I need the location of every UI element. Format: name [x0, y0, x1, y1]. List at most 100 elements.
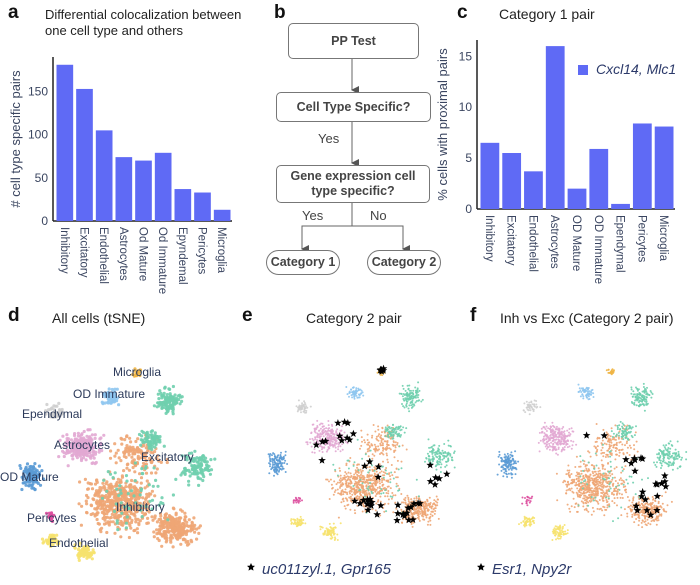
- tsne-point-inhibitory: [580, 478, 583, 481]
- tsne-point-inhibitory: [579, 485, 582, 488]
- tsne-point-inhibitory: [133, 498, 137, 502]
- bar-ependymal: [611, 203, 630, 209]
- tsne-point-inhibitory: [600, 459, 603, 462]
- tsne-point-inhibitory: [609, 474, 612, 477]
- tsne-point-inhibitory: [614, 450, 617, 452]
- tsne-point-inhibitory: [627, 506, 630, 509]
- tsne-point-inhibitory: [108, 507, 112, 511]
- tsne-point-inhibitory: [589, 473, 592, 476]
- tsne-point-inhibitory: [606, 449, 609, 452]
- tsne-point-inhibitory: [619, 477, 622, 480]
- bar-astrocytes: [115, 157, 133, 221]
- tsne-point-inhibitory: [664, 491, 667, 494]
- tsne-point-inhibitory: [631, 513, 634, 516]
- tsne-point-inhibitory: [171, 545, 175, 549]
- tsne-point-inhibitory: [595, 423, 598, 425]
- tsne-point-inhibitory: [108, 499, 112, 503]
- category-1-node: Category 1: [266, 250, 340, 275]
- tsne-point-excitatory: [645, 396, 648, 399]
- tsne-point-inhibitory: [600, 485, 603, 488]
- tsne-point-inhibitory: [134, 517, 138, 521]
- tsne-point-inhibitory: [156, 537, 160, 541]
- tsne-point-inhibitory: [601, 483, 604, 486]
- tsne-point-inhibitory: [644, 520, 647, 523]
- tsne-point-inhibitory: [192, 516, 196, 520]
- tsne-point-inhibitory: [598, 487, 601, 490]
- tsne-point-inhibitory: [599, 474, 602, 477]
- tsne-point-inhibitory: [616, 496, 619, 499]
- tsne-point-inhibitory: [146, 502, 150, 506]
- tsne-point-inhibitory: [120, 475, 125, 479]
- tsne-point-inhibitory: [189, 538, 193, 542]
- tsne-point-inhibitory: [127, 535, 131, 540]
- tsne-point-excitatory: [634, 396, 637, 399]
- tsne-point-inhibitory: [568, 487, 571, 490]
- tsne-point-inhibitory: [184, 540, 188, 544]
- tsne-point-inhibitory: [618, 479, 621, 481]
- tsne-point-inhibitory: [136, 505, 140, 509]
- tsne-point-inhibitory: [566, 503, 569, 506]
- tsne-point-inhibitory: [129, 496, 134, 500]
- tsne-point-inhibitory: [123, 493, 127, 497]
- tsne-point-inhibitory: [599, 479, 602, 481]
- tsne-point-inhibitory: [607, 462, 609, 465]
- tsne-point-inhibitory: [106, 510, 110, 514]
- tsne-point-inhibitory: [193, 523, 197, 528]
- tsne-point-inhibitory: [86, 481, 90, 485]
- tsne-point-inhibitory: [129, 440, 133, 444]
- tsne-point-inhibitory: [113, 495, 117, 499]
- tsne-point-inhibitory: [613, 467, 616, 470]
- tsne-point-inhibitory: [650, 503, 653, 506]
- tsne-point-inhibitory: [105, 530, 109, 535]
- tsne-point-inhibitory: [608, 443, 611, 446]
- gene-expression-box: Gene expression cell type specific?: [276, 165, 430, 203]
- panel-a-label: a: [8, 2, 19, 23]
- tsne-point-inhibitory: [661, 495, 664, 497]
- tsne-point-inhibitory: [613, 502, 616, 504]
- tsne-point-inhibitory: [633, 444, 635, 447]
- tsne-point-inhibitory: [576, 510, 578, 513]
- tsne-point-inhibitory: [597, 467, 600, 470]
- tsne-point-inhibitory: [601, 497, 604, 500]
- tsne-point-inhibitory: [101, 481, 105, 485]
- tsne-point-inhibitory: [613, 489, 616, 492]
- tsne-point-inhibitory: [580, 470, 583, 472]
- tsne-point-inhibitory: [565, 489, 568, 492]
- tsne-point-inhibitory: [586, 497, 589, 500]
- bar-inhibitory: [480, 142, 500, 209]
- tsne-point-inhibitory: [98, 486, 102, 490]
- tsne-point-inhibitory: [143, 456, 147, 460]
- tsne-point-inhibitory: [597, 484, 600, 487]
- tsne-point-inhibitory: [600, 488, 603, 491]
- tsne-point-inhibitory: [97, 489, 101, 493]
- tsne-point-inhibitory: [592, 474, 595, 477]
- bar-od-mature: [567, 188, 587, 209]
- tsne-point-inhibitory: [595, 486, 598, 489]
- tsne-point-inhibitory: [83, 477, 87, 481]
- tsne-point-inhibitory: [635, 518, 638, 520]
- tsne-point-excitatory: [643, 391, 646, 394]
- tsne-point-inhibitory: [638, 519, 641, 522]
- tsne-point-inhibitory: [646, 518, 649, 521]
- tsne-point-excitatory: [642, 403, 645, 406]
- tsne-point-inhibitory: [626, 446, 629, 449]
- tsne-point-inhibitory: [641, 526, 644, 529]
- tsne-point-inhibitory: [584, 483, 587, 486]
- tsne-point-inhibitory: [99, 507, 103, 511]
- tsne-point-inhibitory: [583, 477, 586, 480]
- tsne-point-inhibitory: [80, 504, 84, 508]
- tsne-point-inhibitory: [630, 508, 633, 511]
- tsne-point-inhibitory: [137, 523, 141, 527]
- tsne-point-inhibitory: [583, 492, 586, 495]
- tsne-point-inhibitory: [89, 512, 93, 517]
- tsne-point-inhibitory: [124, 498, 128, 503]
- tsne-point-inhibitory: [149, 450, 153, 454]
- tsne-point-inhibitory: [158, 524, 162, 528]
- tsne-point-inhibitory: [588, 481, 591, 484]
- tsne-point-inhibitory: [120, 523, 124, 527]
- tsne-point-excitatory: [645, 398, 648, 401]
- tsne-point-inhibitory: [555, 472, 558, 475]
- tsne-point-inhibitory: [180, 509, 184, 513]
- tsne-point-excitatory: [632, 390, 635, 393]
